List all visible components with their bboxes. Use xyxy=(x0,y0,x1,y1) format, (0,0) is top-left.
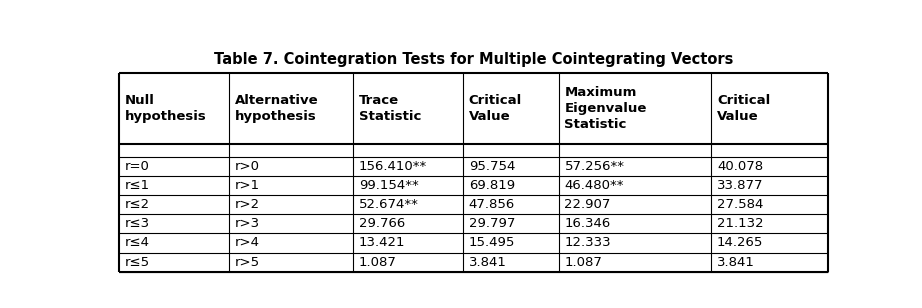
Text: r>4: r>4 xyxy=(234,237,259,249)
Text: 46.480**: 46.480** xyxy=(564,179,624,192)
Text: 47.856: 47.856 xyxy=(468,198,514,211)
Text: 15.495: 15.495 xyxy=(468,237,515,249)
Text: 99.154**: 99.154** xyxy=(359,179,419,192)
Text: 29.797: 29.797 xyxy=(468,217,515,230)
Text: 22.907: 22.907 xyxy=(564,198,611,211)
Text: Table 7. Cointegration Tests for Multiple Cointegrating Vectors: Table 7. Cointegration Tests for Multipl… xyxy=(214,52,733,67)
Text: r>3: r>3 xyxy=(234,217,260,230)
Text: 52.674**: 52.674** xyxy=(359,198,419,211)
Text: 14.265: 14.265 xyxy=(717,237,763,249)
Text: r>5: r>5 xyxy=(234,256,260,269)
Text: 95.754: 95.754 xyxy=(468,160,515,173)
Text: 27.584: 27.584 xyxy=(717,198,763,211)
Text: 3.841: 3.841 xyxy=(717,256,755,269)
Text: 1.087: 1.087 xyxy=(564,256,602,269)
Text: r≤1: r≤1 xyxy=(124,179,149,192)
Text: Null
hypothesis: Null hypothesis xyxy=(124,94,207,123)
Text: 12.333: 12.333 xyxy=(564,237,611,249)
Text: 13.421: 13.421 xyxy=(359,237,405,249)
Text: r≤3: r≤3 xyxy=(124,217,149,230)
Text: 29.766: 29.766 xyxy=(359,217,405,230)
Text: Maximum
Eigenvalue
Statistic: Maximum Eigenvalue Statistic xyxy=(564,86,647,131)
Text: 16.346: 16.346 xyxy=(564,217,610,230)
Text: Alternative
hypothesis: Alternative hypothesis xyxy=(234,94,318,123)
Text: r>1: r>1 xyxy=(234,179,260,192)
Text: 69.819: 69.819 xyxy=(468,179,514,192)
Text: r≤5: r≤5 xyxy=(124,256,149,269)
Text: 57.256**: 57.256** xyxy=(564,160,624,173)
Text: r=0: r=0 xyxy=(124,160,149,173)
Text: r≤4: r≤4 xyxy=(124,237,149,249)
Text: Critical
Value: Critical Value xyxy=(717,94,770,123)
Text: 156.410**: 156.410** xyxy=(359,160,427,173)
Text: 40.078: 40.078 xyxy=(717,160,763,173)
Text: Critical
Value: Critical Value xyxy=(468,94,522,123)
Text: r≤2: r≤2 xyxy=(124,198,149,211)
Text: r>2: r>2 xyxy=(234,198,260,211)
Text: 3.841: 3.841 xyxy=(468,256,506,269)
Text: Trace
Statistic: Trace Statistic xyxy=(359,94,421,123)
Text: 21.132: 21.132 xyxy=(717,217,763,230)
Text: 1.087: 1.087 xyxy=(359,256,396,269)
Text: 33.877: 33.877 xyxy=(717,179,763,192)
Text: r>0: r>0 xyxy=(234,160,259,173)
